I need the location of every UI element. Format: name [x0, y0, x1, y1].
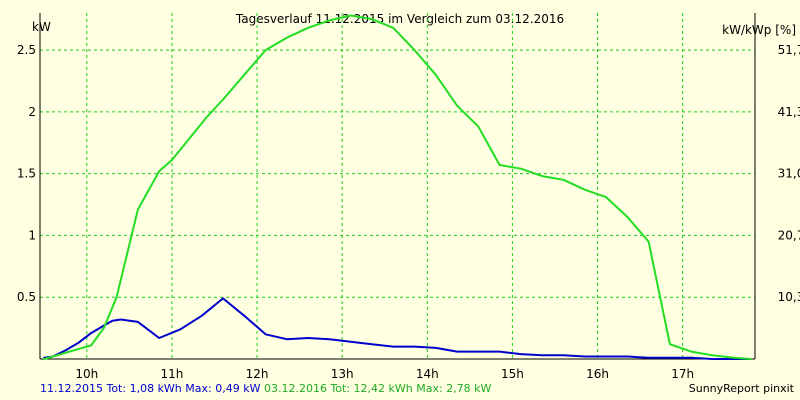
tick-labels: 10h 11h 12h 13h 14h 15h 16h 17h 0.5 1 1.5 2 2.5 10,3 2…	[17, 43, 800, 381]
series-lines	[43, 14, 752, 360]
x-tick-label: 11h	[160, 367, 183, 381]
y-axis-label-right: kW/kWp [%]	[722, 23, 796, 37]
x-tick-label: 14h	[416, 367, 439, 381]
x-tick-label: 13h	[331, 367, 354, 381]
footer-credit: SunnyReport pinxit	[688, 382, 794, 395]
y-tick-label-right: 31,0	[778, 167, 800, 181]
y-axis-label-left: kW	[32, 20, 51, 34]
y-tick-label-right: 51,7	[778, 43, 800, 57]
x-tick-label: 17h	[671, 367, 694, 381]
footer-summary-2016: 03.12.2016 Tot: 12,42 kWh Max: 2,78 kW	[263, 382, 492, 395]
footer-summary: 11.12.2015 Tot: 1,08 kWh Max: 0,49 kW 03…	[40, 382, 491, 395]
x-tick-label: 12h	[246, 367, 269, 381]
footer-summary-2015: 11.12.2015 Tot: 1,08 kWh Max: 0,49 kW	[40, 382, 261, 395]
x-tick-label: 10h	[75, 367, 98, 381]
y-tick-label-right: 10,3	[778, 290, 800, 304]
series-line-2015	[43, 297, 752, 360]
plot-frame	[39, 13, 756, 360]
y-tick-label-left: 2.5	[17, 43, 36, 57]
y-tick-label-left: 2	[28, 105, 36, 119]
chart-title: Tagesverlauf 11.12.2015 im Vergleich zum…	[235, 12, 564, 26]
y-tick-label-left: 1	[28, 228, 36, 242]
y-tick-label-right: 20,7	[778, 228, 800, 242]
series-line-2016	[43, 14, 752, 360]
grid	[40, 13, 755, 359]
x-tick-label: 15h	[501, 367, 524, 381]
y-tick-label-right: 41,3	[778, 105, 800, 119]
x-tick-label: 16h	[586, 367, 609, 381]
y-tick-label-left: 0.5	[17, 290, 36, 304]
y-tick-label-left: 1.5	[17, 167, 36, 181]
